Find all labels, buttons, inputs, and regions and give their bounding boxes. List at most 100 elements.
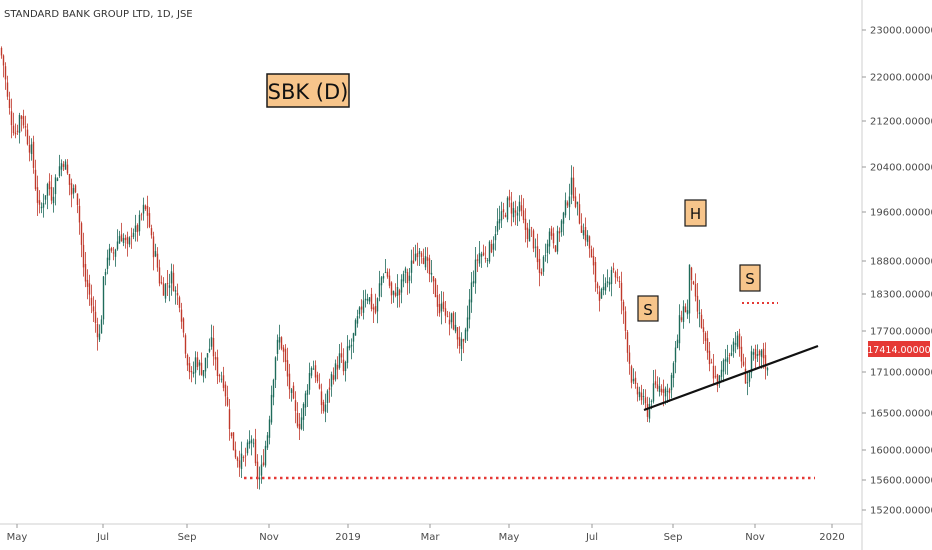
candle-body bbox=[752, 352, 755, 355]
candle-body bbox=[762, 348, 765, 359]
y-tick-label: 18300.00000 bbox=[870, 290, 932, 301]
candle-body bbox=[340, 353, 343, 358]
candle-body bbox=[202, 370, 205, 377]
candle-body bbox=[302, 404, 305, 420]
rising-trendline[interactable] bbox=[643, 344, 819, 412]
candle-body bbox=[228, 409, 231, 429]
candle-body bbox=[348, 345, 351, 349]
candle-body bbox=[490, 244, 493, 253]
candle-body bbox=[180, 309, 183, 322]
candle-body bbox=[184, 335, 187, 354]
candle-body bbox=[118, 236, 121, 244]
candle-body bbox=[226, 397, 229, 406]
candle-body bbox=[198, 362, 201, 366]
candle-body bbox=[100, 319, 103, 334]
candle-body bbox=[712, 365, 715, 379]
candle-body bbox=[258, 477, 261, 480]
candle-body bbox=[560, 220, 563, 233]
candle-body bbox=[116, 241, 119, 250]
candle-body bbox=[344, 362, 347, 371]
candle-body bbox=[628, 352, 631, 364]
candle-body bbox=[726, 357, 729, 363]
candle-body bbox=[644, 397, 647, 404]
candle-body bbox=[300, 417, 303, 429]
candle-body bbox=[240, 453, 243, 469]
candle-body bbox=[50, 187, 53, 201]
candle-body bbox=[2, 55, 5, 66]
candle-body bbox=[16, 130, 19, 132]
candle-body bbox=[692, 281, 695, 284]
candle-body bbox=[578, 204, 581, 224]
candle-body bbox=[236, 457, 239, 461]
candle-body bbox=[610, 270, 613, 284]
candle-body bbox=[152, 236, 155, 258]
candle-body bbox=[264, 445, 267, 466]
candle-body bbox=[242, 457, 245, 458]
candle-body bbox=[326, 390, 329, 403]
candle-body bbox=[32, 141, 35, 168]
candle-body bbox=[212, 338, 215, 357]
candle-body bbox=[4, 66, 7, 80]
candle-body bbox=[284, 348, 287, 362]
candle-body bbox=[188, 363, 191, 373]
candle-body bbox=[632, 378, 635, 382]
x-tick-label: Nov bbox=[259, 532, 279, 543]
candle-body bbox=[652, 383, 655, 402]
candle-body bbox=[220, 378, 223, 380]
candle-body bbox=[494, 234, 497, 241]
candle-body bbox=[60, 163, 63, 170]
candle-body bbox=[484, 257, 487, 260]
candle-body bbox=[268, 419, 271, 438]
candle-body bbox=[538, 258, 541, 273]
candle-body bbox=[36, 187, 39, 203]
last-price-tag: 17414.00000 bbox=[867, 341, 931, 357]
candle-body bbox=[736, 335, 739, 347]
candle-body bbox=[262, 462, 265, 465]
candle-body bbox=[390, 282, 393, 296]
candle-body bbox=[38, 200, 41, 205]
candle-body bbox=[252, 442, 255, 444]
y-tick-label: 20400.00000 bbox=[870, 163, 932, 174]
candle-body bbox=[420, 253, 423, 257]
candle-body bbox=[140, 214, 143, 216]
pattern-label-right-shoulder[interactable]: S bbox=[739, 264, 761, 292]
candle-body bbox=[182, 318, 185, 333]
candle-body bbox=[218, 375, 221, 377]
candle-body bbox=[706, 338, 709, 353]
candle-body bbox=[580, 225, 583, 233]
candle-body bbox=[92, 306, 95, 312]
candle-body bbox=[194, 357, 197, 373]
candle-body bbox=[338, 353, 341, 368]
candle-body bbox=[492, 243, 495, 250]
candle-body bbox=[704, 332, 707, 341]
candle-body bbox=[444, 308, 447, 316]
candle-body bbox=[234, 449, 237, 458]
candle-body bbox=[514, 210, 517, 213]
annotation-box[interactable]: SBK (D) bbox=[266, 73, 350, 108]
candle-body bbox=[62, 164, 65, 167]
candle-body bbox=[360, 306, 363, 310]
candle-body bbox=[128, 237, 131, 245]
candle-body bbox=[380, 277, 383, 286]
candle-body bbox=[536, 246, 539, 263]
candle-body bbox=[694, 284, 697, 297]
candle-body bbox=[684, 306, 687, 313]
candle-body bbox=[214, 356, 217, 360]
candle-body bbox=[634, 377, 637, 384]
candle-body bbox=[716, 374, 719, 386]
candle-body bbox=[730, 352, 733, 356]
pattern-label-head[interactable]: H bbox=[684, 199, 707, 227]
candle-body bbox=[466, 317, 469, 332]
candle-body bbox=[576, 201, 579, 205]
y-tick-label: 16000.00000 bbox=[870, 446, 932, 457]
candle-body bbox=[408, 275, 411, 281]
candle-body bbox=[82, 244, 85, 268]
candle-body bbox=[448, 319, 451, 325]
candle-body bbox=[20, 116, 23, 119]
candle-body bbox=[616, 277, 619, 279]
candle-body bbox=[304, 393, 307, 408]
candle-body bbox=[74, 185, 77, 193]
pattern-label-left-shoulder[interactable]: S bbox=[637, 295, 659, 322]
candle-body bbox=[422, 258, 425, 264]
